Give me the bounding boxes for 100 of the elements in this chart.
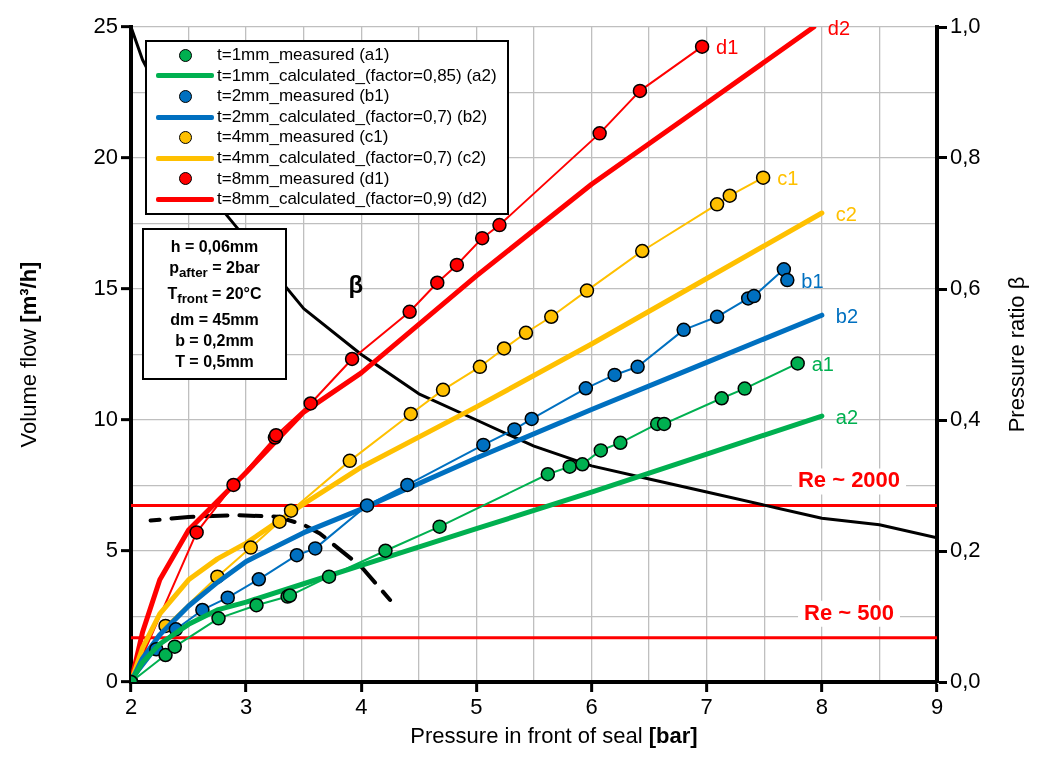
point [474, 230, 490, 246]
point [579, 283, 595, 298]
point [289, 547, 305, 563]
point [432, 519, 447, 534]
annotation: d1 [716, 36, 739, 59]
point [283, 503, 299, 518]
point [189, 525, 204, 540]
x-tick-label: 6 [585, 694, 598, 720]
legend-label: t=2mm_measured (b1) [217, 86, 390, 107]
ref-line-label: Re ~ 500 [804, 599, 894, 625]
legend-label: t=2mm_calculated_(factor=0,7) (b2) [217, 106, 488, 128]
y-tick-label: 15 [93, 275, 118, 301]
text: h = 0,06mm p$_{after}$ = 2bar T$_{front}$ = 20°C dm = 45mm b = 0,2mm T = 0,5mm [167, 238, 262, 371]
point [251, 572, 267, 587]
y2-tick-label: 0,6 [950, 275, 981, 301]
point [780, 272, 795, 288]
point [592, 126, 607, 141]
x-axis-title: Pressure in front of seal [bar] [410, 723, 698, 749]
point [722, 188, 737, 203]
point [593, 443, 609, 458]
x-tick-label: 5 [470, 694, 483, 720]
x-tick-label: 7 [700, 694, 713, 720]
point [630, 359, 645, 375]
point [303, 396, 318, 411]
point [220, 590, 235, 605]
point [575, 457, 590, 472]
point [472, 359, 488, 375]
point [613, 435, 628, 451]
point [158, 647, 173, 663]
y-tick-label: 0 [105, 668, 118, 694]
x-tick-label: 3 [240, 694, 253, 720]
point [607, 367, 622, 383]
y2-tick-label: 0,8 [950, 144, 981, 170]
point [562, 459, 577, 474]
point [435, 382, 451, 398]
point [746, 288, 762, 304]
y-axis-title: Volume flow [m³/h] [16, 261, 42, 448]
y2-tick-label: 0,4 [950, 406, 981, 432]
legend-label: t=1mm_measured (a1) [217, 45, 390, 66]
point [790, 356, 805, 371]
point [714, 391, 729, 406]
point [544, 309, 559, 325]
point [496, 341, 512, 356]
y2-tick-label: 0,2 [950, 537, 981, 563]
point [755, 170, 771, 185]
y-tick-label: 5 [105, 537, 118, 563]
y2-tick-label: 1,0 [950, 13, 981, 39]
y2-axis-title: Pressure ratio β [1004, 276, 1030, 433]
point [676, 322, 691, 338]
point [307, 541, 323, 556]
legend-label: t=8mm_calculated_(factor=0,9) (d2) [217, 189, 488, 210]
series-label: β [348, 271, 364, 299]
point [400, 477, 415, 493]
annotation: d2 [827, 16, 851, 39]
point [694, 39, 710, 54]
point [167, 639, 182, 654]
point [249, 597, 264, 613]
point [709, 309, 725, 325]
point [359, 498, 375, 513]
annotation: c1 [777, 167, 799, 190]
point [737, 381, 752, 396]
point [344, 351, 360, 367]
y-tick-label: 25 [93, 13, 118, 39]
legend-label: t=8mm_measured (d1) [217, 168, 390, 190]
x-tick-label: 2 [124, 694, 138, 720]
point [321, 569, 337, 584]
y-tick-label: 10 [93, 406, 118, 432]
point [449, 257, 465, 273]
point [540, 466, 556, 482]
legend-label: t=4mm_calculated_(factor=0,7) (c2) [217, 147, 487, 169]
annotation: a1 [811, 352, 834, 375]
point [211, 611, 226, 626]
point [709, 197, 725, 212]
x-tick-label: 9 [930, 694, 944, 720]
point [430, 275, 445, 290]
point [378, 543, 393, 558]
point [402, 304, 417, 320]
point [492, 217, 507, 233]
point [524, 411, 539, 427]
point [226, 477, 241, 493]
point [272, 514, 287, 529]
point [634, 243, 650, 259]
point [578, 381, 594, 396]
y2-tick-label: 0,0 [950, 668, 981, 694]
annotation: b1 [801, 269, 824, 292]
x-tick-label: 8 [815, 694, 828, 720]
ref-line-label: Re ~ 2000 [797, 467, 901, 493]
point [518, 325, 534, 340]
legend-label: t=1mm_calculated_(factor=0,85) (a2) [217, 65, 497, 87]
point [243, 540, 258, 555]
point [403, 406, 419, 422]
point [507, 422, 522, 437]
point [656, 416, 672, 432]
y-tick-label: 20 [93, 144, 118, 170]
point [632, 83, 648, 99]
legend-label: t=4mm_measured (c1) [217, 127, 389, 148]
annotation: c2 [835, 202, 857, 225]
point [342, 453, 358, 469]
point [476, 437, 491, 453]
annotation: b2 [835, 304, 859, 327]
